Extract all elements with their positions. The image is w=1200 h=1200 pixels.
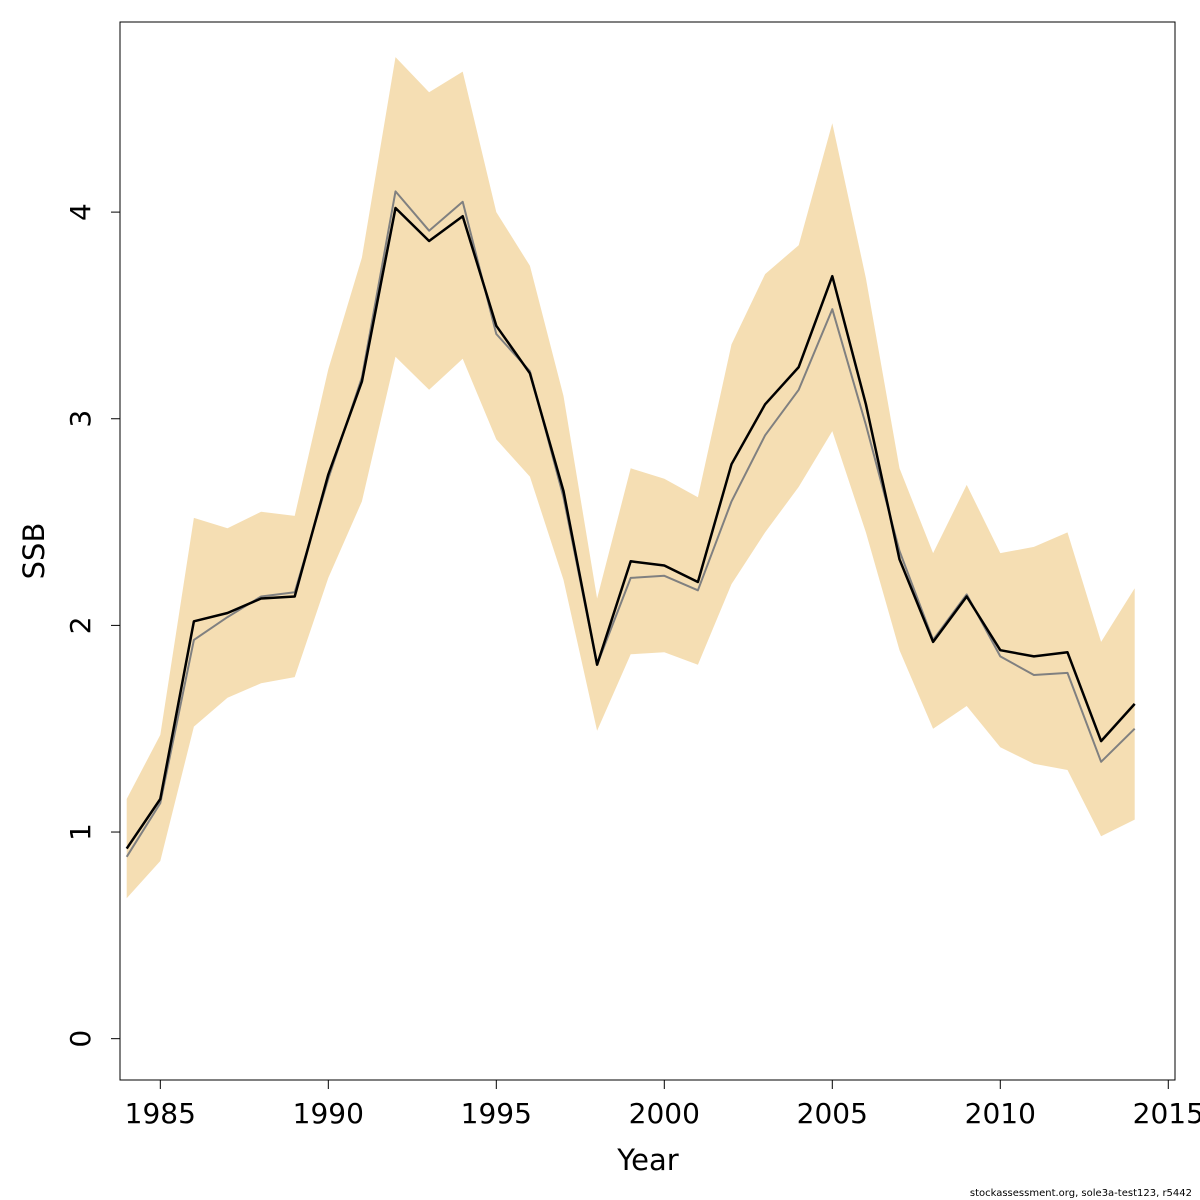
series-line-black [125,206,1136,850]
y-tick-label: 1 [64,823,97,841]
x-tick-label: 2010 [965,1097,1036,1130]
x-axis-label: Year [616,1143,678,1177]
y-tick-label: 2 [64,616,97,634]
y-axis: 0 1 2 3 4 [64,203,121,1048]
x-tick-label: 1990 [293,1097,364,1130]
x-tick-label: 2000 [629,1097,700,1130]
y-tick-label: 0 [64,1030,97,1048]
y-tick-label: 3 [64,410,97,428]
x-tick-label: 1995 [461,1097,532,1130]
x-tick-label: 2005 [797,1097,868,1130]
y-tick-label: 4 [64,203,97,221]
x-tick-label: 1985 [125,1097,196,1130]
x-axis: 1985 1990 1995 2000 2005 2010 2015 [125,1079,1200,1130]
y-axis-label: SSB [17,523,51,580]
confidence-band [126,57,1135,899]
x-tick-label: 2015 [1133,1097,1200,1130]
series-layer [125,190,1136,858]
footer-credit: stockassessment.org, sole3a-test123, r54… [970,1188,1192,1199]
confidence-band-layer [126,57,1135,899]
